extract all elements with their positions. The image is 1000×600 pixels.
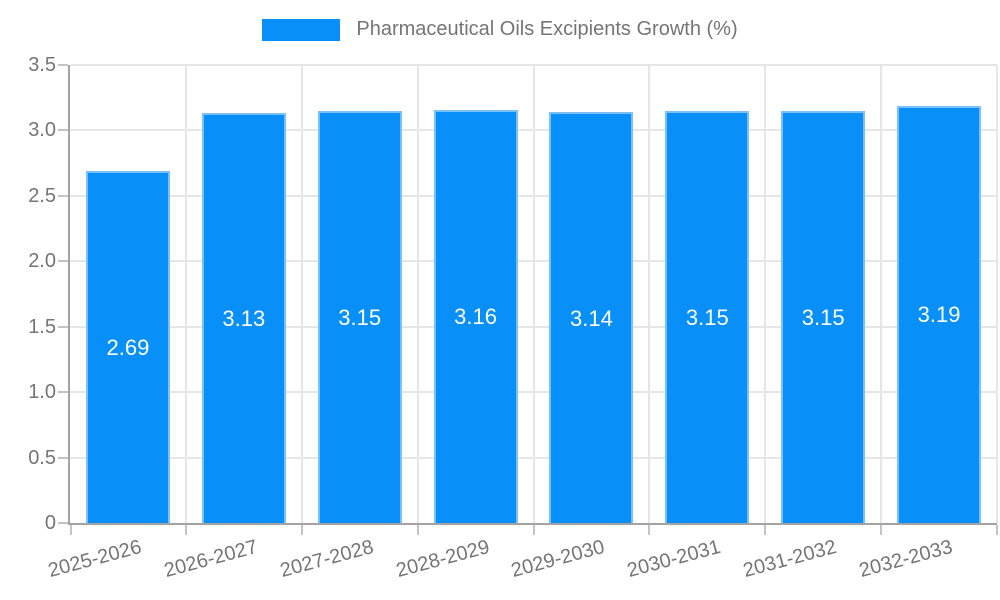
y-tick-label: 1.0 — [28, 381, 56, 404]
x-tick — [184, 525, 187, 535]
bar: 3.15 — [781, 110, 866, 523]
y-tick — [58, 194, 68, 197]
y-tick — [58, 64, 68, 66]
gridline-v — [416, 65, 419, 523]
legend: Pharmaceutical Oils Excipients Growth (%… — [0, 18, 1000, 41]
bar: 3.19 — [897, 105, 982, 523]
bar: 3.15 — [665, 110, 750, 523]
y-tick — [58, 522, 68, 524]
bar-value-label: 3.19 — [917, 302, 961, 328]
y-tick — [58, 260, 68, 263]
legend-label: Pharmaceutical Oils Excipients Growth (%… — [356, 18, 738, 40]
bar-value-label: 3.16 — [454, 304, 497, 330]
y-tick — [58, 129, 68, 132]
legend-swatch — [262, 18, 341, 41]
bar: 2.69 — [85, 171, 170, 523]
bar-value-label: 3.15 — [338, 304, 382, 330]
y-tick — [58, 391, 68, 394]
y-tick-label: 1.5 — [28, 315, 56, 338]
bar-value-label: 3.13 — [222, 306, 266, 332]
bar: 3.16 — [433, 109, 518, 523]
gridline-v — [764, 65, 767, 523]
x-tick — [996, 525, 998, 535]
y-tick — [58, 325, 68, 328]
bar-value-label: 3.14 — [570, 305, 613, 331]
bar: 3.13 — [201, 113, 286, 523]
gridline-v — [184, 65, 187, 523]
gridline-v — [880, 65, 883, 523]
bar: 3.14 — [549, 112, 634, 523]
y-tick-label: 0 — [44, 512, 56, 534]
gridline-v — [996, 65, 998, 523]
gridline-v — [300, 65, 303, 523]
y-tick-label: 2.5 — [28, 184, 56, 207]
bar: 3.15 — [317, 110, 402, 523]
x-tick — [764, 525, 767, 535]
x-tick — [532, 525, 535, 535]
x-tick — [880, 525, 883, 535]
plot-area: 0 0.5 1.0 1.5 2.0 2.5 3.0 3.5 2.69 2025-2026 3.13 2… — [28, 54, 998, 582]
x-tick — [416, 525, 419, 535]
y-tick — [58, 456, 68, 459]
y-tick-label: 3.5 — [28, 54, 56, 76]
y-tick-label: 0.5 — [28, 446, 56, 469]
bar-value-label: 3.15 — [801, 304, 845, 330]
x-tick — [70, 525, 72, 535]
y-tick-label: 2.0 — [28, 250, 56, 273]
x-tick — [300, 525, 303, 535]
x-tick — [648, 525, 651, 535]
bar-value-label: 3.15 — [685, 304, 729, 330]
y-tick-label: 3.0 — [28, 119, 56, 142]
gridline-v — [532, 65, 535, 523]
bar-value-label: 2.69 — [106, 335, 150, 360]
gridline-v — [648, 65, 651, 523]
